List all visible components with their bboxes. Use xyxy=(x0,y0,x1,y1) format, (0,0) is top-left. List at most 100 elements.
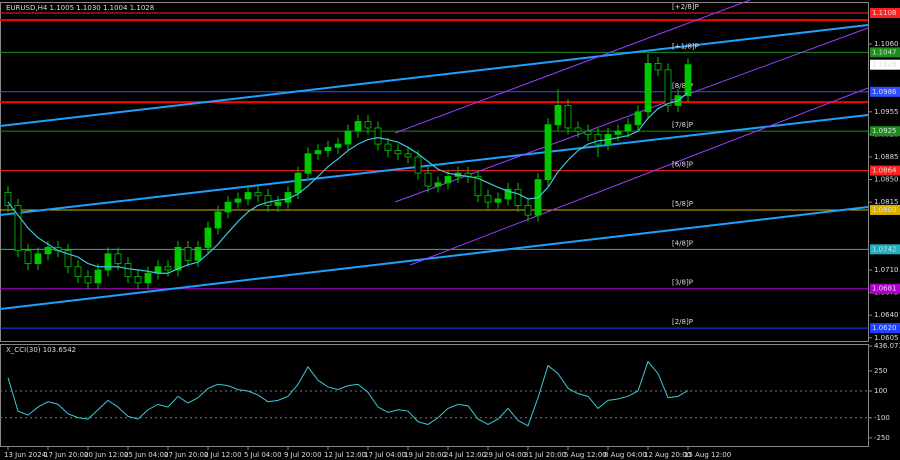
level-box xyxy=(870,244,900,255)
x-tick-label: 24 Jul 12:00 xyxy=(444,451,486,459)
candle-body xyxy=(444,175,452,184)
channel-line xyxy=(394,0,751,134)
x-tick-label: 5 Aug 12:00 xyxy=(564,451,607,459)
x-tick-label: 9 Jul 20:00 xyxy=(284,451,322,459)
y-tick-label: -250 xyxy=(874,434,890,442)
candle-body xyxy=(644,62,652,113)
candle-body xyxy=(14,205,22,252)
level-label: 1.0864 xyxy=(872,167,897,175)
candle-body xyxy=(164,266,172,271)
y-tick-label: 1.0885 xyxy=(874,153,899,161)
level-label: 1.1047 xyxy=(872,48,897,56)
candle-body xyxy=(134,276,142,284)
candle-body xyxy=(364,121,372,129)
candle-body xyxy=(234,198,242,203)
candle-body xyxy=(114,253,122,264)
candle-body xyxy=(174,246,182,271)
y-tick-label: 1.0850 xyxy=(874,176,899,184)
candle-body xyxy=(634,111,642,126)
candle-body xyxy=(624,124,632,132)
level-name: [7/8]P xyxy=(672,121,693,129)
candle-body xyxy=(254,192,262,197)
last-price-box xyxy=(870,59,900,70)
level-label: 1.0681 xyxy=(872,285,897,293)
candle-body xyxy=(274,201,282,206)
x-tick-label: 8 Aug 04:00 xyxy=(604,451,647,459)
level-label: 1.0803 xyxy=(872,206,897,214)
level-name: [8/8]P xyxy=(672,82,693,90)
chart-title: EURUSD,H4 1.1005 1.1030 1.1004 1.1028 xyxy=(6,4,154,12)
level-box xyxy=(870,165,900,176)
candle-body xyxy=(414,156,422,174)
candle-body xyxy=(264,195,272,206)
candle-body xyxy=(34,253,42,264)
x-tick-label: 12 Aug 20:00 xyxy=(644,451,691,459)
candle-body xyxy=(294,172,302,193)
candle-body xyxy=(684,64,692,97)
x-tick-label: 17 Jun 20:00 xyxy=(44,451,88,459)
candle-body xyxy=(654,62,662,71)
candle-body xyxy=(514,188,522,206)
x-tick-label: 20 Jun 12:00 xyxy=(84,451,128,459)
candle-body xyxy=(594,134,602,145)
level-label: 1.0620 xyxy=(872,324,897,332)
candle-body xyxy=(64,250,72,268)
candle-body xyxy=(574,127,582,132)
candle-body xyxy=(544,124,552,181)
level-name: [4/8]P xyxy=(672,239,693,247)
x-tick-label: 27 Jun 20:00 xyxy=(164,451,208,459)
x-tick-label: 19 Jul 20:00 xyxy=(404,451,446,459)
level-box xyxy=(870,323,900,334)
candle-body xyxy=(224,201,232,213)
channel-line xyxy=(409,87,869,266)
candle-body xyxy=(314,150,322,155)
candle-body xyxy=(584,130,592,135)
candle-body xyxy=(84,276,92,284)
y-tick-label: 1.0955 xyxy=(874,108,899,116)
candle-body xyxy=(664,69,672,106)
y-tick-label: 1.0710 xyxy=(874,266,899,274)
y-tick-label: 1.1060 xyxy=(874,40,899,48)
candle-body xyxy=(404,153,412,158)
x-tick-label: 13 Jun 2024 xyxy=(4,451,47,459)
cci-line xyxy=(7,360,689,427)
candle-body xyxy=(494,198,502,203)
candle-body xyxy=(304,153,312,174)
y-tick-label: 1.0640 xyxy=(874,311,899,319)
candle-body xyxy=(384,143,392,151)
candle-body xyxy=(374,127,382,145)
candle-body xyxy=(354,121,362,132)
level-name: [6/8]P xyxy=(672,161,693,169)
candle-body xyxy=(44,246,52,255)
level-name: [+1/8]P xyxy=(672,42,699,50)
level-box xyxy=(870,8,900,19)
x-tick-label: 5 Jul 04:00 xyxy=(244,451,282,459)
y-tick-label: 1.0815 xyxy=(874,198,899,206)
trend-lines xyxy=(0,0,869,310)
level-box xyxy=(870,86,900,97)
candle-body xyxy=(424,172,432,187)
candle-body xyxy=(4,192,12,206)
candle-body xyxy=(334,143,342,148)
level-box xyxy=(870,283,900,294)
x-tick-label: 29 Jul 04:00 xyxy=(484,451,526,459)
x-tick-label: 17 Jul 04:00 xyxy=(364,451,406,459)
candle-body xyxy=(484,195,492,203)
trend-line xyxy=(0,24,869,127)
candle-body xyxy=(614,130,622,135)
level-name: [3/8]P xyxy=(672,279,693,287)
cci-panel-frame xyxy=(0,344,869,447)
trend-line xyxy=(0,114,869,216)
candle-body xyxy=(554,104,562,126)
level-name: [+2/8]P xyxy=(672,3,699,11)
candle-body xyxy=(324,146,332,151)
candle-body xyxy=(204,227,212,248)
x-tick-label: 31 Jul 20:00 xyxy=(524,451,566,459)
level-name: [5/8]P xyxy=(672,200,693,208)
x-tick-label: 25 Jun 04:00 xyxy=(124,451,168,459)
trend-line xyxy=(0,206,869,310)
y-tick-label: -100 xyxy=(874,414,890,422)
candle-body xyxy=(124,263,132,277)
